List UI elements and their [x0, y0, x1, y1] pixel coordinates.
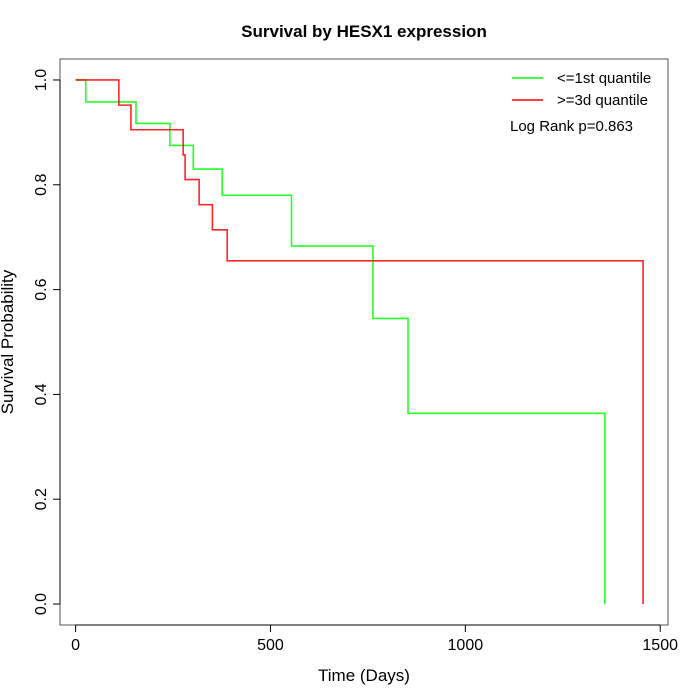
y-tick-label: 0.0 — [33, 593, 50, 615]
x-axis-label: Time (Days) — [318, 666, 410, 685]
y-axis: 0.0 0.2 0.4 0.6 0.8 1.0 — [33, 69, 61, 615]
x-axis: 0 500 1000 1500 — [71, 624, 678, 654]
series-group — [75, 79, 644, 605]
plot-frame — [59, 58, 669, 626]
series-line-low-quantile — [75, 79, 606, 605]
y-tick-label: 0.2 — [33, 488, 50, 510]
y-axis-label: Survival Probability — [0, 269, 17, 414]
x-tick-label: 500 — [257, 637, 284, 654]
y-tick-label: 0.4 — [33, 383, 50, 405]
x-tick-label: 1500 — [642, 637, 678, 654]
y-tick-label: 1.0 — [33, 69, 50, 91]
log-rank-annotation: Log Rank p=0.863 — [510, 118, 633, 135]
x-tick-label: 1000 — [448, 637, 484, 654]
legend: <=1st quantile >=3d quantile Log Rank p=… — [510, 70, 651, 135]
chart-title: Survival by HESX1 expression — [241, 22, 487, 41]
y-tick-label: 0.8 — [33, 174, 50, 196]
x-tick-label: 0 — [71, 637, 80, 654]
legend-label-high: >=3d quantile — [557, 92, 648, 109]
legend-label-low: <=1st quantile — [557, 70, 651, 87]
y-tick-label: 0.6 — [33, 278, 50, 300]
series-line-high-quantile — [75, 79, 644, 605]
